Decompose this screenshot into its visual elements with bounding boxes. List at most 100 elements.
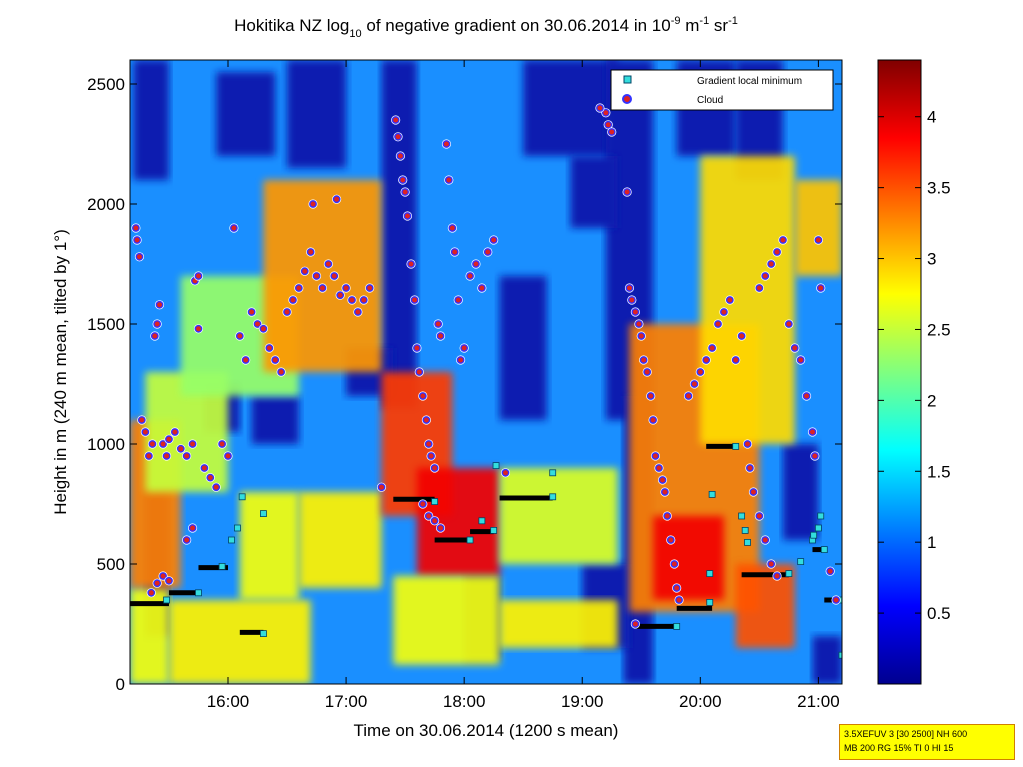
x-tick-label: 20:00 [679,692,722,711]
colorbar-tick-label: 1.5 [927,462,951,481]
heatmap-band [794,180,842,276]
colorbar-tick-label: 4 [927,108,936,127]
colorbar [877,59,922,685]
y-tick-label: 2000 [87,195,125,214]
cloud-marker [601,108,610,117]
cloud-marker [330,272,339,280]
gradient-minimum-marker [738,512,746,520]
cloud-marker [460,344,469,352]
cloud-marker [430,516,439,525]
cloud-marker [436,524,445,532]
cloud-marker [271,356,280,364]
cloud-marker [391,116,400,124]
cloud-marker [489,236,498,244]
gradient-minimum-marker [490,527,498,534]
dark-patch [216,72,276,156]
cloud-marker [684,392,693,400]
cloud-marker [241,356,250,364]
cloud-marker [348,296,356,304]
gradient-minimum-marker [708,490,716,498]
cloud-marker [696,368,705,376]
cloud-marker [720,308,728,316]
heatmap-band [239,492,299,600]
cloud-marker [749,488,758,496]
gradient-minimum-marker [732,442,740,450]
cloud-marker [141,428,150,436]
x-tick-label: 17:00 [325,692,368,711]
cloud-marker [170,428,179,436]
cloud-marker [814,236,823,244]
x-tick-label: 16:00 [207,692,250,711]
cloud-marker [651,452,660,460]
cloud-marker [407,260,415,268]
x-axis-ticks: 16:00 17:00 18:00 19:00 20:00 21:00 [207,60,840,711]
cloud-marker [153,579,162,588]
y-tick-label: 1000 [87,435,125,454]
cloud-marker [675,596,683,604]
cloud-marker [623,188,632,196]
cloud-marker [466,272,474,280]
cloud-marker [188,440,197,448]
cloud-marker [731,356,740,364]
cloud-marker [784,320,793,328]
cloud-marker [365,284,374,292]
cloud-marker [396,152,405,160]
cloud-marker [194,324,203,333]
x-axis-label: Time on 30.06.2014 (1200 s mean) [354,721,619,740]
plot-frame [129,59,843,685]
cloud-marker [625,284,634,292]
cloud-marker [403,212,412,220]
cloud-marker [456,356,465,364]
cloud-marker [639,356,648,364]
gradient-minimum-points [163,442,842,659]
y-tick-label: 1500 [87,315,125,334]
legend-minimum-marker [623,75,632,84]
dark-patch [251,396,299,444]
colorbar-ticks: 0.5 1 1.5 2 2.5 3 3.5 4 [878,108,951,623]
cloud-marker [148,440,157,448]
cloud-marker [253,320,262,328]
dark-patch [782,444,819,540]
gradient-minimum-marker [549,469,557,477]
cloud-marker [150,332,159,340]
cloud-marker [200,464,209,472]
cloud-marker [153,320,162,328]
cloud-marker [165,576,173,585]
heatmap-band [735,564,795,648]
gradient-minimum-marker [785,570,793,577]
cloud-marker [767,260,776,268]
heatmap-band [499,468,618,564]
cloud-marker [188,524,197,532]
gradient-minimum-marker [431,498,439,506]
cloud-marker [332,195,341,204]
cloud-marker [424,512,433,520]
cloud-marker [283,308,291,316]
y-tick-label: 2500 [87,75,125,94]
cloud-marker [690,380,699,388]
cloud-marker [746,464,754,472]
cloud-marker [182,452,191,460]
cloud-marker [415,368,424,376]
cloud-marker [477,284,486,292]
cloud-marker [324,260,333,268]
legend-cloud-label: Cloud [697,95,723,106]
gradient-minimum-marker [673,623,681,630]
cloud-marker [410,296,419,304]
gradient-minimum-marker [706,599,714,606]
cloud-marker [808,428,817,436]
cloud-marker [454,296,463,304]
gradient-minimum-marker [260,630,267,637]
colorbar-tick-label: 2 [927,391,936,410]
heatmap-background-patches [133,60,842,684]
colorbar-tick-label: 3 [927,250,936,269]
heatmap-band [499,600,618,648]
cloud-marker [635,320,643,328]
cloud-marker [810,452,819,460]
gradient-minimum-marker [838,651,842,659]
heatmap-band [700,156,795,444]
colorbar-tick-label: 3.5 [927,179,951,198]
cloud-marker [672,584,681,592]
gradient-minimum-marker [260,510,267,518]
cloud-marker [176,444,185,453]
